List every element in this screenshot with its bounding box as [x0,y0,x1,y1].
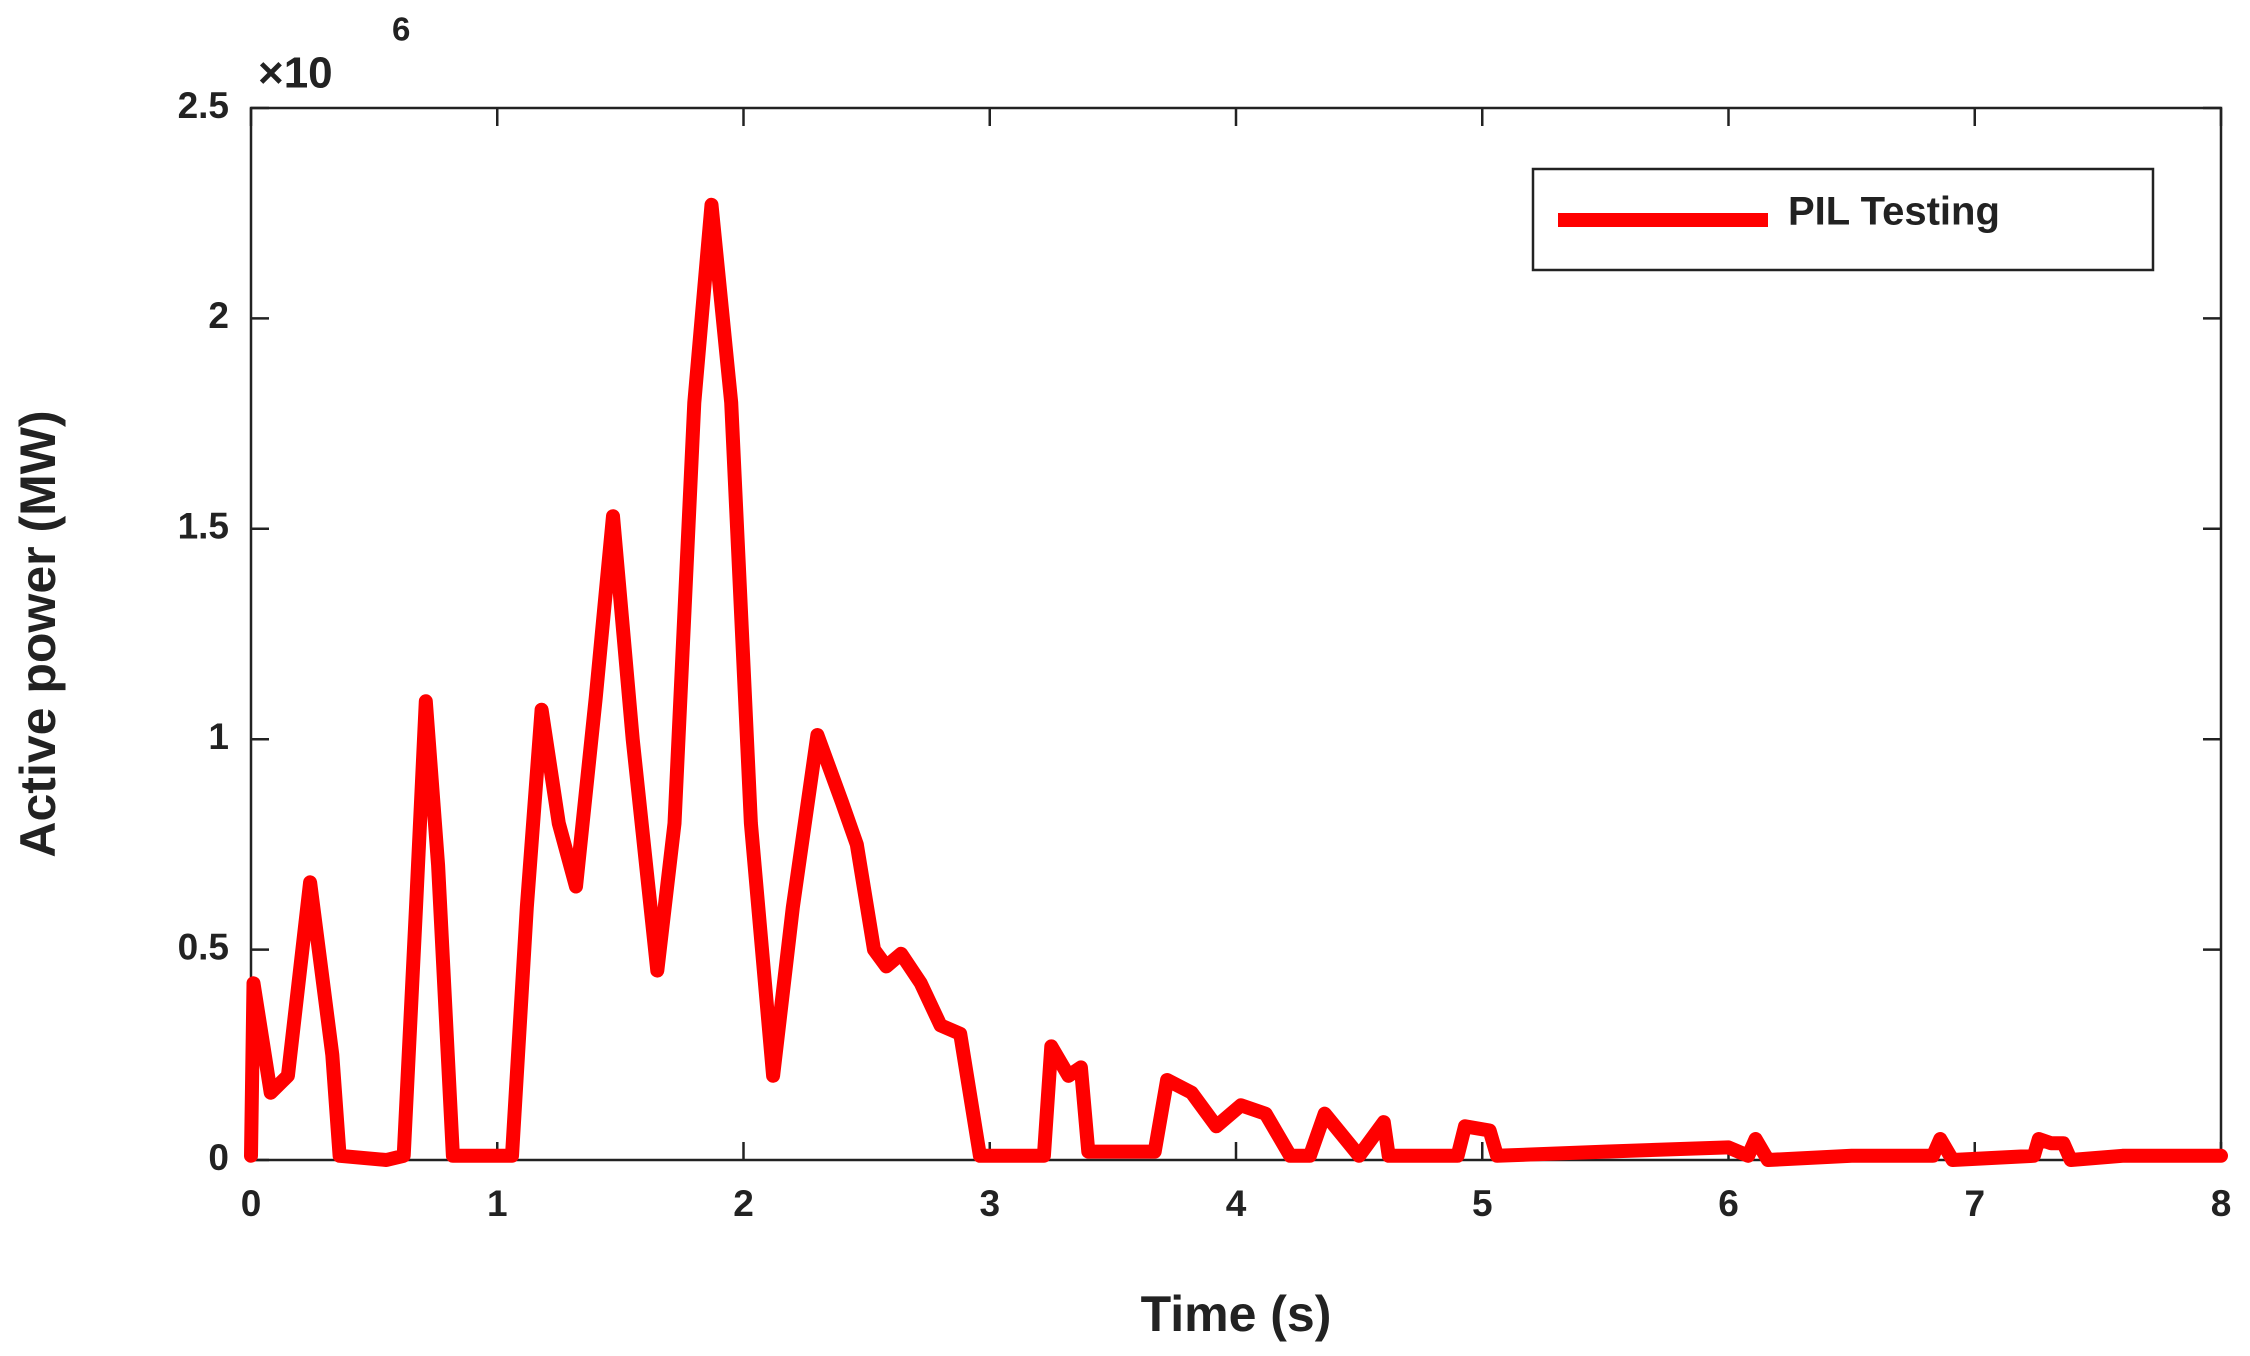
data-line [244,197,2228,1167]
y-axis-label: Active power (MW) [10,410,66,857]
legend-label: PIL Testing [1788,190,2000,234]
y-tick-label: 0.5 [178,926,229,967]
x-tick-label: 0 [241,1183,262,1224]
y-tick-label: 1 [208,716,229,757]
y-tick-label: 2.5 [178,85,229,126]
y-multiplier-exponent: 6 [392,11,410,48]
x-tick-label: 5 [1472,1183,1493,1224]
y-multiplier: ×10 [258,49,333,98]
x-tick-label: 8 [2211,1183,2232,1224]
x-tick-label: 2 [733,1183,754,1224]
plot-area [249,106,2223,1162]
x-tick-label: 4 [1226,1183,1247,1224]
x-axis-label: Time (s) [1141,1286,1332,1342]
x-tick-label: 1 [487,1183,508,1224]
x-tick-label: 6 [1718,1183,1739,1224]
y-tick-label: 1.5 [178,506,229,547]
x-tick-label: 7 [1964,1183,1985,1224]
x-tick-label: 3 [979,1183,1000,1224]
legend-box [1531,167,2155,272]
y-tick-label: 0 [208,1137,229,1178]
y-tick-label: 2 [208,295,229,336]
